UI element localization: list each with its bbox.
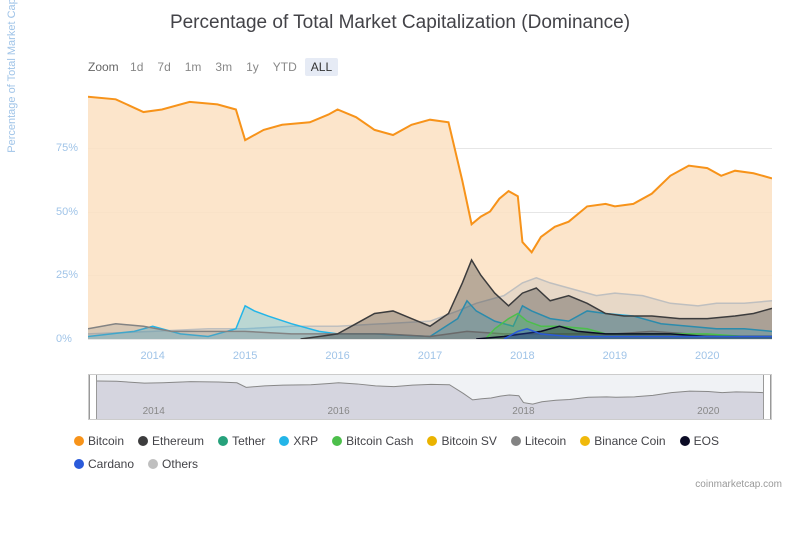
legend-swatch xyxy=(427,436,437,446)
nav-xtick: 2018 xyxy=(512,406,534,417)
legend-item-binance-coin[interactable]: Binance Coin xyxy=(580,430,665,453)
legend-swatch xyxy=(148,459,158,469)
nav-xtick: 2016 xyxy=(327,406,349,417)
legend-item-bitcoin-cash[interactable]: Bitcoin Cash xyxy=(332,430,413,453)
ytick: 25% xyxy=(56,269,78,281)
zoom-ytd[interactable]: YTD xyxy=(267,58,303,76)
zoom-1m[interactable]: 1m xyxy=(179,58,208,76)
legend-swatch xyxy=(511,436,521,446)
xtick: 2017 xyxy=(418,350,442,362)
legend-label: Bitcoin SV xyxy=(441,434,496,448)
legend-swatch xyxy=(279,436,289,446)
legend-swatch xyxy=(74,459,84,469)
xtick: 2020 xyxy=(695,350,719,362)
legend-label: Binance Coin xyxy=(594,434,665,448)
navigator-handle-right[interactable] xyxy=(763,374,771,420)
legend-swatch xyxy=(680,436,690,446)
nav-xtick: 2020 xyxy=(697,406,719,417)
navigator[interactable]: 2014 2016 2018 2020 xyxy=(88,374,772,420)
legend-label: Others xyxy=(162,457,198,471)
legend-item-cardano[interactable]: Cardano xyxy=(74,453,134,476)
xtick: 2016 xyxy=(325,350,349,362)
zoom-1y[interactable]: 1y xyxy=(240,58,265,76)
legend-item-others[interactable]: Others xyxy=(148,453,198,476)
xtick: 2018 xyxy=(510,350,534,362)
zoom-1d[interactable]: 1d xyxy=(124,58,149,76)
legend-label: Cardano xyxy=(88,457,134,471)
legend-swatch xyxy=(74,436,84,446)
legend-swatch xyxy=(138,436,148,446)
zoom-controls: Zoom 1d7d1m3m1yYTDALL xyxy=(0,38,800,84)
legend-item-bitcoin[interactable]: Bitcoin xyxy=(74,430,124,453)
attribution: coinmarketcap.com xyxy=(695,479,782,490)
xtick: 2014 xyxy=(140,350,164,362)
zoom-all[interactable]: ALL xyxy=(305,58,338,76)
ytick: 0% xyxy=(56,333,72,345)
legend-label: Ethereum xyxy=(152,434,204,448)
main-chart: Percentage of Total Market Cap 0%25%50%7… xyxy=(20,84,780,364)
chart-title: Percentage of Total Market Capitalizatio… xyxy=(0,0,800,38)
legend-label: EOS xyxy=(694,434,719,448)
legend-item-bitcoin-sv[interactable]: Bitcoin SV xyxy=(427,430,496,453)
legend-swatch xyxy=(580,436,590,446)
zoom-3m[interactable]: 3m xyxy=(209,58,238,76)
legend-swatch xyxy=(218,436,228,446)
legend-item-tether[interactable]: Tether xyxy=(218,430,265,453)
yaxis-label: Percentage of Total Market Cap xyxy=(6,0,18,153)
legend-item-ethereum[interactable]: Ethereum xyxy=(138,430,204,453)
ytick: 50% xyxy=(56,206,78,218)
legend-label: Bitcoin Cash xyxy=(346,434,413,448)
navigator-handle-left[interactable] xyxy=(89,374,97,420)
legend-label: Tether xyxy=(232,434,265,448)
zoom-7d[interactable]: 7d xyxy=(151,58,176,76)
legend-label: XRP xyxy=(293,434,318,448)
legend-swatch xyxy=(332,436,342,446)
legend-item-eos[interactable]: EOS xyxy=(680,430,719,453)
legend-item-litecoin[interactable]: Litecoin xyxy=(511,430,566,453)
nav-xtick: 2014 xyxy=(143,406,165,417)
plot-area[interactable] xyxy=(88,84,772,339)
zoom-label: Zoom xyxy=(88,60,119,74)
ytick: 75% xyxy=(56,142,78,154)
legend-label: Bitcoin xyxy=(88,434,124,448)
legend-item-xrp[interactable]: XRP xyxy=(279,430,318,453)
legend-label: Litecoin xyxy=(525,434,566,448)
legend: Bitcoin Ethereum Tether XRP Bitcoin Cash Bitc… xyxy=(74,430,794,476)
xtick: 2019 xyxy=(603,350,627,362)
xtick: 2015 xyxy=(233,350,257,362)
